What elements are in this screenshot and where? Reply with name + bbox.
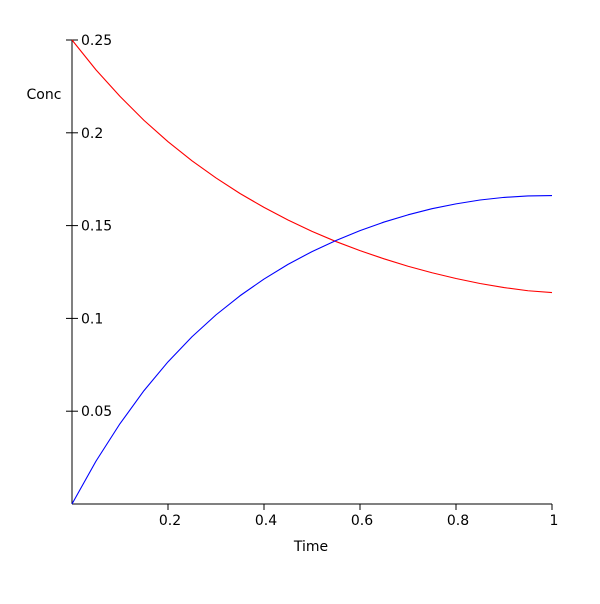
y-axis-label: Conc [27,87,62,103]
series-lines [71,39,553,505]
tick-marks: 0.2 0.4 0.6 0.8 1 0.05 0.1 0.15 0.2 0.25 [66,33,558,529]
x-tick-label: 0.4 [255,513,277,529]
x-tick-label: 1 [550,513,559,529]
x-tick-label: 0.2 [159,513,181,529]
x-tick-label: 0.8 [447,513,469,529]
x-axis-label: Time [293,539,328,555]
series-line-2 [71,194,553,505]
y-tick-label: 0.25 [81,33,112,49]
x-tick-label: 0.6 [351,513,373,529]
y-tick-label: 0.05 [81,404,112,420]
y-tick-label: 0.2 [81,126,103,142]
series-line-1 [71,39,553,294]
axes [71,40,552,505]
y-tick-label: 0.1 [81,311,103,327]
y-tick-label: 0.15 [81,219,112,235]
